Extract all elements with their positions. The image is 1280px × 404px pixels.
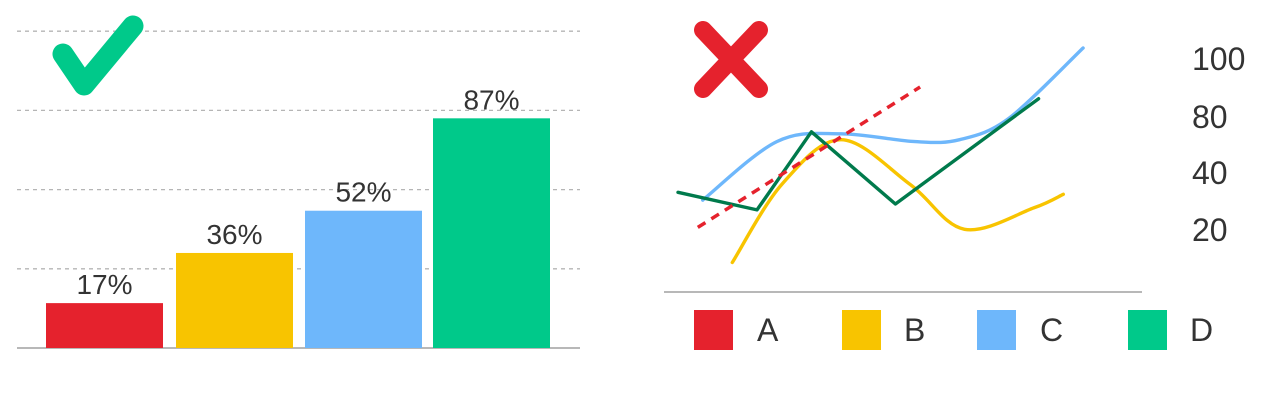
bar-c (305, 210, 422, 348)
legend-swatch-c (977, 310, 1016, 350)
bar-value-label: 17% (76, 269, 132, 300)
series-line-b (730, 138, 1065, 265)
series-line-d (676, 97, 1041, 212)
legend-label-c: C (1040, 312, 1063, 348)
legend-label-b: B (904, 312, 925, 348)
legend-label-d: D (1190, 312, 1213, 348)
bar-value-label: 36% (206, 219, 262, 250)
legend-swatch-a (694, 310, 733, 350)
line-chart-series (676, 46, 1085, 265)
line-chart-y-tick-labels: 100 80 40 20 (1192, 41, 1245, 248)
y-tick-label: 80 (1192, 99, 1228, 135)
bar-d (433, 118, 550, 348)
y-tick-label: 40 (1192, 155, 1228, 191)
bar-value-label: 87% (463, 84, 519, 115)
y-tick-label: 20 (1192, 212, 1228, 248)
bar-chart-value-labels: 17% 36% 52% 87% (76, 84, 519, 300)
series-line-c (701, 46, 1085, 202)
bad-line-chart-panel: 100 80 40 20 A B C D (664, 21, 1245, 350)
legend-swatch-b (842, 310, 881, 350)
bar-b (176, 252, 293, 348)
legend-label-a: A (757, 312, 779, 348)
series-line-a (696, 85, 922, 229)
cross-mark-icon (694, 21, 768, 98)
bar-chart-gridlines (17, 30, 580, 270)
legend-swatch-d (1128, 310, 1167, 350)
good-bar-chart-panel: 17% 36% 52% 87% (17, 15, 580, 349)
check-mark-icon (52, 15, 144, 96)
bar-value-label: 52% (335, 177, 391, 208)
line-chart-legend: A B C D (694, 310, 1213, 350)
bar-chart-bars (46, 118, 550, 348)
bar-a (46, 303, 163, 348)
y-tick-label: 100 (1192, 41, 1245, 77)
